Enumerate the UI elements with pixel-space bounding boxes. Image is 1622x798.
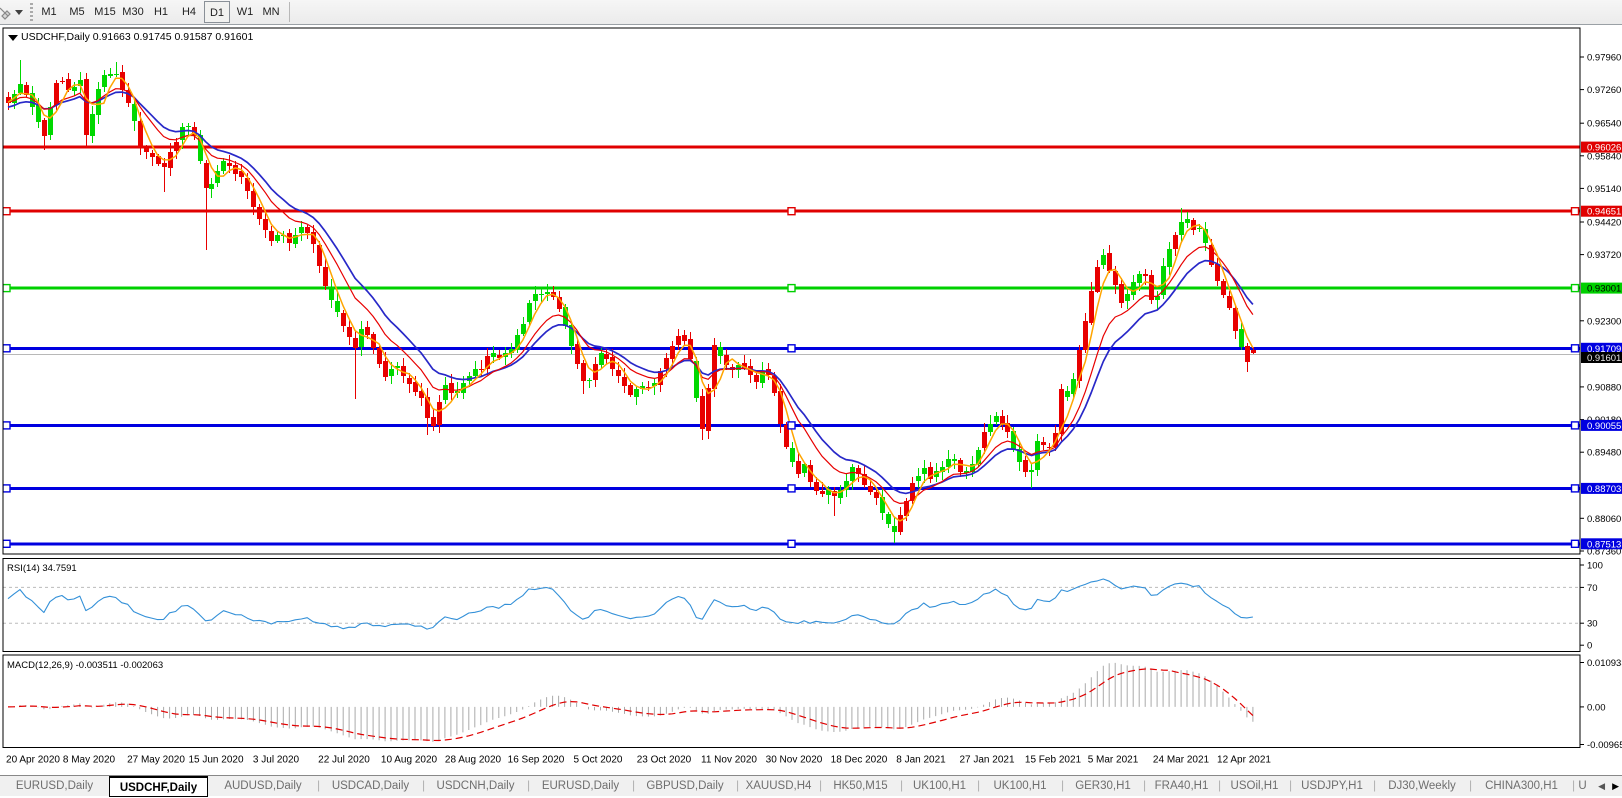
svg-text:0.92300: 0.92300	[1587, 316, 1621, 327]
svg-text:20 Apr 2020: 20 Apr 2020	[6, 755, 60, 766]
svg-text:0.95140: 0.95140	[1587, 184, 1621, 195]
svg-text:28 Aug 2020: 28 Aug 2020	[445, 755, 502, 766]
svg-text:16 Sep 2020: 16 Sep 2020	[508, 755, 565, 766]
svg-text:0.010933: 0.010933	[1587, 658, 1622, 669]
svg-text:0.87360: 0.87360	[1587, 547, 1621, 558]
svg-text:5 Oct 2020: 5 Oct 2020	[574, 755, 623, 766]
svg-text:27 Jan 2021: 27 Jan 2021	[959, 755, 1014, 766]
svg-text:0.89480: 0.89480	[1587, 448, 1621, 459]
svg-text:23 Oct 2020: 23 Oct 2020	[637, 755, 692, 766]
svg-text:15 Jun 2020: 15 Jun 2020	[188, 755, 243, 766]
svg-text:0.00: 0.00	[1587, 702, 1606, 713]
svg-text:0.91709: 0.91709	[1587, 344, 1621, 355]
svg-text:0.90055: 0.90055	[1587, 421, 1621, 432]
svg-text:USDCHF,Daily 0.91663 0.91745: USDCHF,Daily 0.91663 0.91745 0.91587 0.9…	[21, 31, 253, 43]
svg-text:15 Feb 2021: 15 Feb 2021	[1025, 755, 1082, 766]
svg-text:11 Nov 2020: 11 Nov 2020	[701, 755, 757, 766]
svg-text:18 Dec 2020: 18 Dec 2020	[831, 755, 888, 766]
svg-text:27 May 2020: 27 May 2020	[127, 755, 185, 766]
svg-text:5 Mar 2021: 5 Mar 2021	[1088, 755, 1139, 766]
svg-text:0.87513: 0.87513	[1587, 539, 1621, 550]
svg-text:0.90880: 0.90880	[1587, 382, 1621, 393]
svg-text:0.91601: 0.91601	[1587, 353, 1621, 364]
svg-text:0.97260: 0.97260	[1587, 85, 1621, 96]
svg-text:0: 0	[1587, 641, 1592, 652]
svg-text:70: 70	[1587, 583, 1598, 594]
svg-text:12 Apr 2021: 12 Apr 2021	[1217, 755, 1271, 766]
svg-text:0.95840: 0.95840	[1587, 151, 1621, 162]
svg-text:0.93001: 0.93001	[1587, 284, 1621, 295]
svg-text:MACD(12,26,9) -0.003511 -0.002: MACD(12,26,9) -0.003511 -0.002063	[7, 660, 163, 671]
svg-text:30: 30	[1587, 619, 1598, 630]
svg-text:0.96026: 0.96026	[1587, 143, 1621, 154]
svg-text:0.93720: 0.93720	[1587, 250, 1621, 261]
svg-text:8 May 2020: 8 May 2020	[63, 755, 116, 766]
svg-text:30 Nov 2020: 30 Nov 2020	[766, 755, 823, 766]
svg-text:0.97960: 0.97960	[1587, 53, 1621, 64]
svg-text:0.94651: 0.94651	[1587, 207, 1621, 218]
svg-text:0.88703: 0.88703	[1587, 484, 1621, 495]
svg-text:10 Aug 2020: 10 Aug 2020	[381, 755, 438, 766]
svg-text:100: 100	[1587, 561, 1603, 572]
svg-text:22 Jul 2020: 22 Jul 2020	[318, 755, 370, 766]
svg-text:3 Jul 2020: 3 Jul 2020	[253, 755, 300, 766]
svg-text:0.94420: 0.94420	[1587, 218, 1621, 229]
svg-text:8 Jan 2021: 8 Jan 2021	[896, 755, 946, 766]
svg-text:0.88060: 0.88060	[1587, 514, 1621, 525]
svg-text:0.96540: 0.96540	[1587, 119, 1621, 130]
svg-text:24 Mar 2021: 24 Mar 2021	[1153, 755, 1210, 766]
svg-text:-0.009653: -0.009653	[1587, 740, 1622, 751]
svg-text:RSI(14) 34.7591: RSI(14) 34.7591	[7, 563, 77, 574]
